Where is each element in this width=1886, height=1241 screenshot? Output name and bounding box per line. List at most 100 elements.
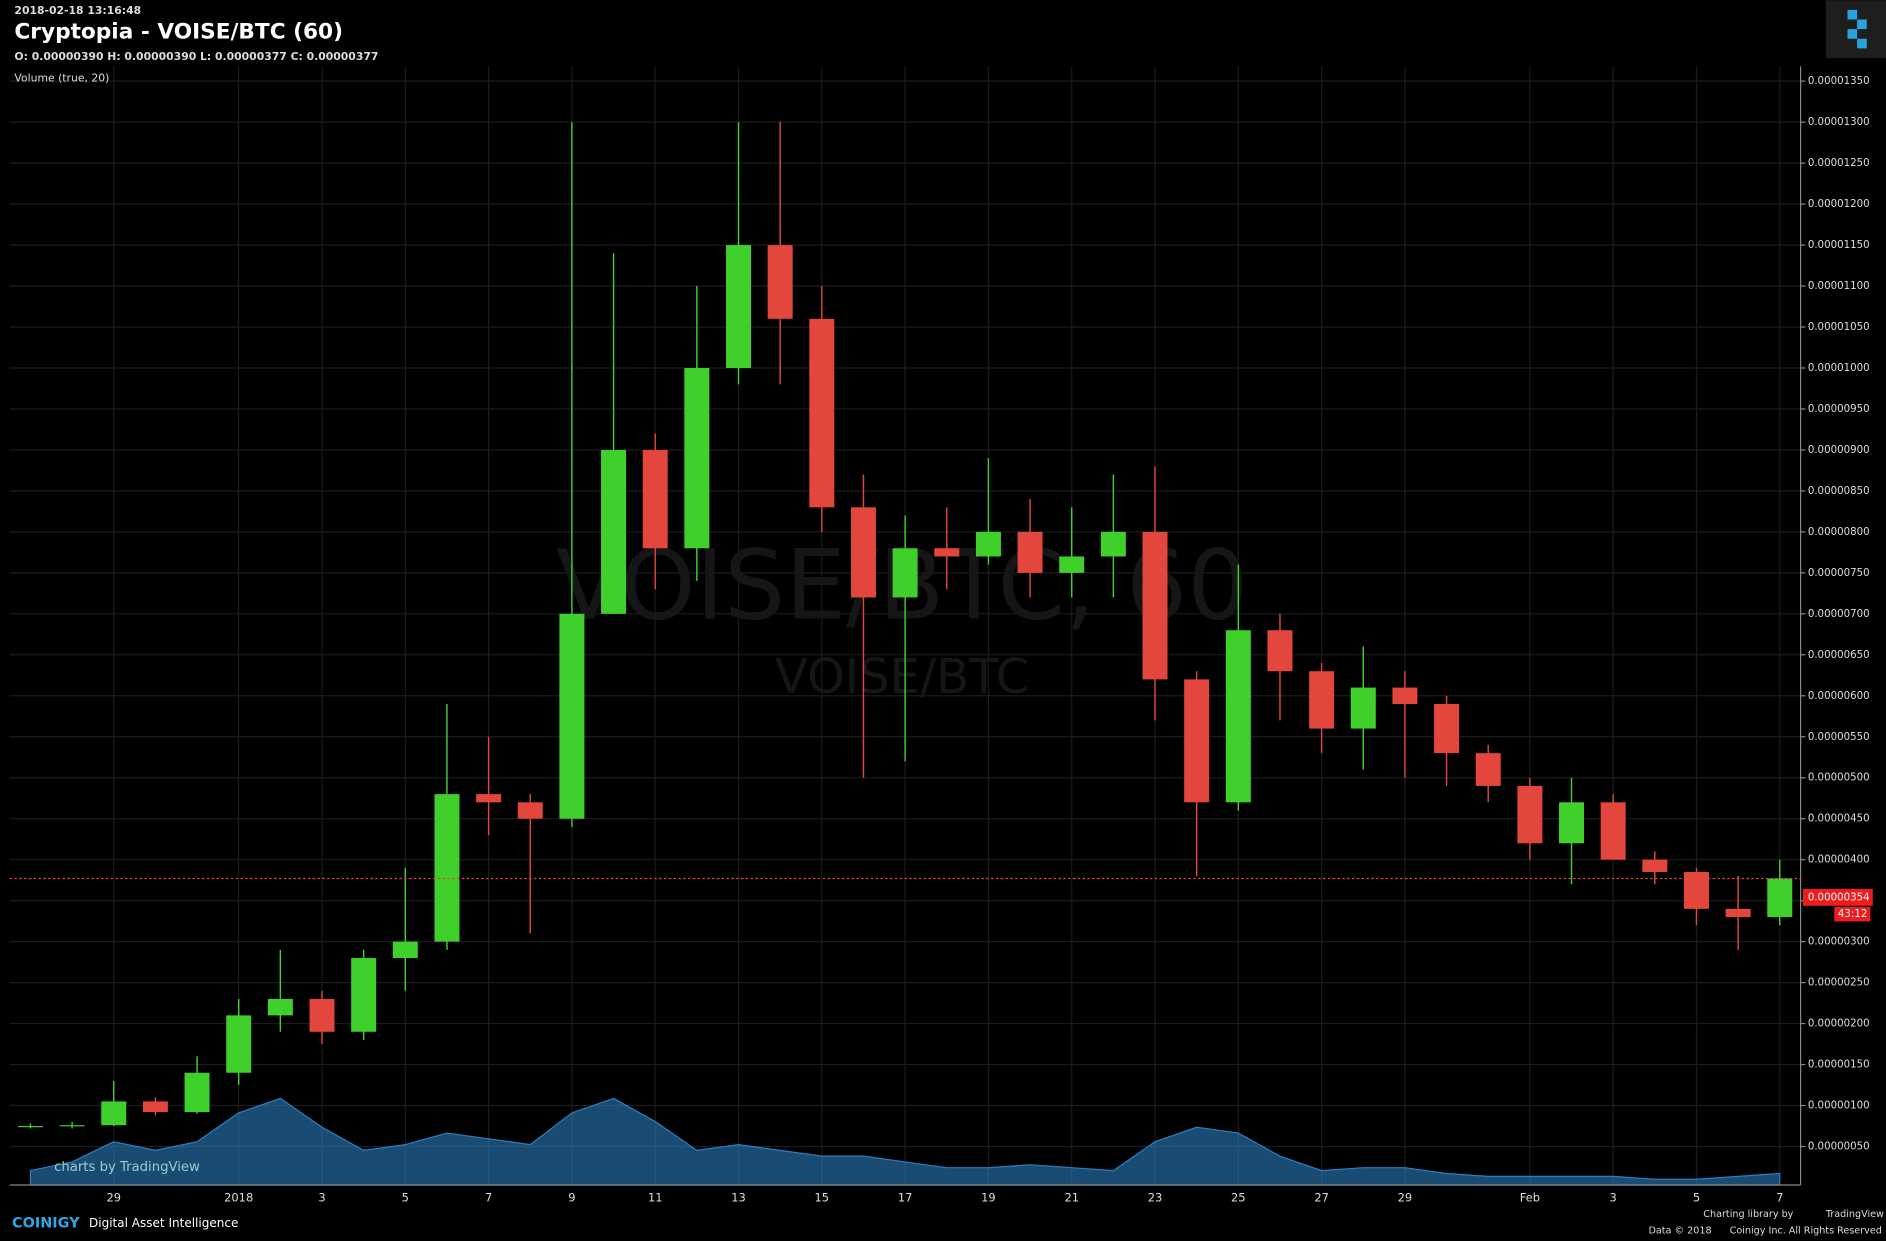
candle-body (850, 507, 876, 598)
x-tick-label: 11 (648, 1191, 663, 1205)
candle-body (892, 548, 918, 598)
candle-body (101, 1101, 127, 1126)
y-tick-label: 0.00001250 (1808, 158, 1870, 169)
candle-body (1017, 531, 1043, 573)
y-tick-label: 0.00000450 (1808, 814, 1870, 825)
y-tick-label: 0.00000600 (1808, 691, 1870, 702)
y-tick-label: 0.00000750 (1808, 568, 1870, 579)
price-tag-box (1803, 888, 1873, 906)
y-tick-label: 0.00001150 (1808, 240, 1870, 251)
y-tick-label: 0.00001100 (1808, 281, 1870, 292)
candle-body (726, 245, 752, 368)
rights: Coinigy Inc. All Rights Reserved (1730, 1226, 1882, 1237)
candles-layer (17, 122, 1793, 1129)
x-tick-label: 7 (1776, 1191, 1783, 1205)
x-tick-label: 29 (106, 1191, 121, 1205)
candle-body (309, 998, 335, 1032)
candle-body (601, 449, 627, 614)
y-tick-label: 0.00000250 (1808, 978, 1870, 989)
y-tick-label: 0.00000950 (1808, 404, 1870, 415)
candle-body (1600, 802, 1626, 860)
tagline: Digital Asset Intelligence (89, 1216, 238, 1230)
y-tick-label: 0.00000200 (1808, 1019, 1870, 1030)
candle-body (1142, 531, 1168, 680)
candle-body (767, 245, 793, 319)
x-tick-label: 27 (1314, 1191, 1329, 1205)
y-tick-label: 0.00000400 (1808, 855, 1870, 866)
price-tag: 0.00000354 (1808, 892, 1870, 903)
y-tick-label: 0.00000500 (1808, 773, 1870, 784)
volume-layer (29, 1097, 1781, 1186)
x-tick-label: 29 (1398, 1191, 1413, 1205)
y-tick-label: 0.00000850 (1808, 486, 1870, 497)
y-tick-label: 0.00001000 (1808, 363, 1870, 374)
x-tick-label: 21 (1064, 1191, 1079, 1205)
data-credit: Data © 2018 (1648, 1226, 1711, 1237)
ohlc-legend: O: 0.00000390 H: 0.00000390 L: 0.0000037… (14, 50, 378, 63)
y-tick-label: 0.00000050 (1808, 1142, 1870, 1153)
x-tick-label: 15 (815, 1191, 830, 1205)
x-tick-label: 3 (1610, 1191, 1617, 1205)
candle-body (1642, 859, 1668, 872)
candle-body (1767, 878, 1793, 918)
candle-body (1184, 679, 1210, 803)
candle-body (1392, 687, 1418, 704)
x-tick-label: 3 (318, 1191, 325, 1205)
candle-body (184, 1072, 210, 1113)
candle-body (17, 1126, 43, 1128)
candle-body (1350, 687, 1376, 729)
candle-body (1517, 785, 1543, 844)
candle-body (1559, 802, 1585, 844)
candle-body (559, 613, 585, 819)
candle-body (1100, 531, 1126, 557)
timestamp: 2018-02-18 13:16:48 (14, 4, 141, 17)
candle-body (476, 794, 502, 803)
y-tick-label: 0.00000650 (1808, 650, 1870, 661)
candle-body (226, 1015, 252, 1073)
y-tick-label: 0.00000700 (1808, 609, 1870, 620)
candle-body (809, 318, 835, 508)
library-credit: Charting library by (1703, 1209, 1793, 1220)
x-tick-label: 2018 (224, 1191, 253, 1205)
candle-body (684, 367, 710, 549)
candle-body (1309, 671, 1335, 729)
candle-body (1725, 908, 1751, 918)
brand: COINIGY (12, 1216, 80, 1232)
candle-body (267, 998, 293, 1016)
candle-body (59, 1125, 85, 1127)
x-tick-label: 13 (731, 1191, 746, 1205)
candle-body (1475, 753, 1501, 786)
candle-body (1434, 703, 1460, 754)
candle-body (1059, 556, 1085, 573)
y-tick-label: 0.00001350 (1808, 76, 1870, 87)
tradingview: TradingView (1825, 1209, 1884, 1220)
y-tick-label: 0.00001300 (1808, 117, 1870, 128)
x-tick-label: 5 (1693, 1191, 1700, 1205)
volume-area (29, 1097, 1781, 1186)
countdown: 43:12 (1838, 909, 1867, 920)
y-tick-label: 0.00000900 (1808, 445, 1870, 456)
y-tick-label: 0.00000300 (1808, 937, 1870, 948)
x-tick-label: 19 (981, 1191, 996, 1205)
y-tick-label: 0.00001200 (1808, 199, 1870, 210)
candle-body (351, 958, 377, 1032)
x-tick-label: 17 (898, 1191, 913, 1205)
axes-layer: 0.00000050 0.00000100 0.00000150 0.00000200… (9, 66, 1873, 1205)
logo (1847, 9, 1867, 49)
countdown-box (1834, 907, 1871, 922)
volume-legend: Volume (true, 20) (14, 71, 109, 84)
candle-body (1225, 630, 1251, 803)
candle-body (142, 1101, 168, 1113)
y-tick-label: 0.00001050 (1808, 322, 1870, 333)
x-tick-label: Feb (1520, 1191, 1540, 1205)
y-tick-label: 0.00000150 (1808, 1060, 1870, 1071)
candle-body (517, 802, 543, 819)
watermark-sub: VOISE/BTC (775, 649, 1029, 705)
candle-body (1683, 871, 1709, 909)
candle-body (642, 449, 668, 549)
charts-by: charts by TradingView (54, 1160, 200, 1175)
x-tick-label: 23 (1148, 1191, 1163, 1205)
candle-body (975, 531, 1001, 557)
x-tick-label: 9 (568, 1191, 575, 1205)
